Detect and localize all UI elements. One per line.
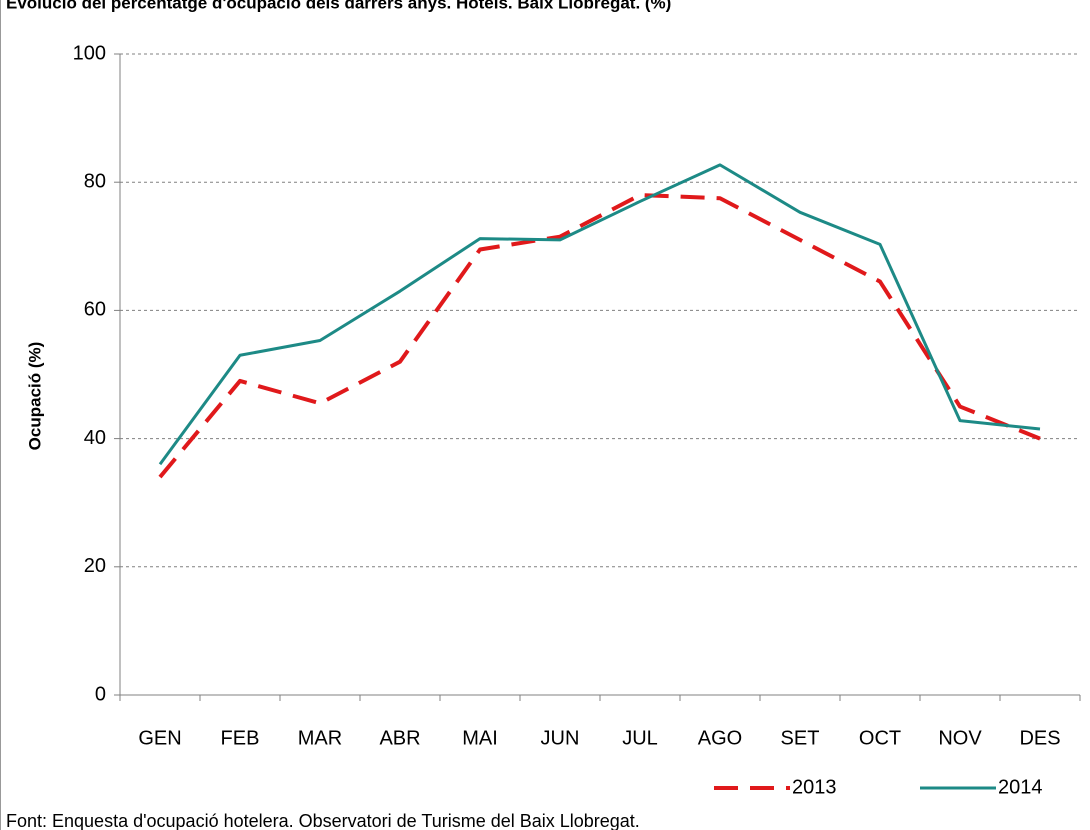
y-tick-label: 60 [84, 299, 106, 321]
x-tick-label: GEN [138, 727, 181, 749]
y-tick-label: 80 [84, 170, 106, 192]
chart-title: Evolució del percentatge d'ocupació dels… [6, 0, 671, 12]
x-tick-label: SET [781, 727, 820, 749]
x-tick-label: NOV [938, 727, 982, 749]
legend-label: 2013 [792, 776, 837, 798]
series-line [158, 193, 1041, 479]
x-tick-label: JUL [622, 727, 658, 749]
x-tick-label: JUN [541, 727, 580, 749]
source-note: Font: Enquesta d'ocupació hotelera. Obse… [6, 811, 640, 830]
x-tick-label: MAI [462, 727, 498, 749]
x-tick-label: OCT [859, 727, 901, 749]
y-tick-label: 0 [95, 683, 106, 705]
y-axis-label: Ocupació (%) [25, 342, 44, 451]
y-tick-label: 40 [84, 427, 106, 449]
legend-label: 2014 [998, 776, 1043, 798]
x-tick-label: ABR [379, 727, 420, 749]
y-tick-label: 20 [84, 555, 106, 577]
x-tick-label: AGO [698, 727, 742, 749]
x-tick-label: DES [1019, 727, 1060, 749]
x-tick-label: FEB [221, 727, 260, 749]
y-tick-label: 100 [73, 42, 106, 64]
series-line [158, 163, 1041, 466]
x-tick-label: MAR [298, 727, 342, 749]
